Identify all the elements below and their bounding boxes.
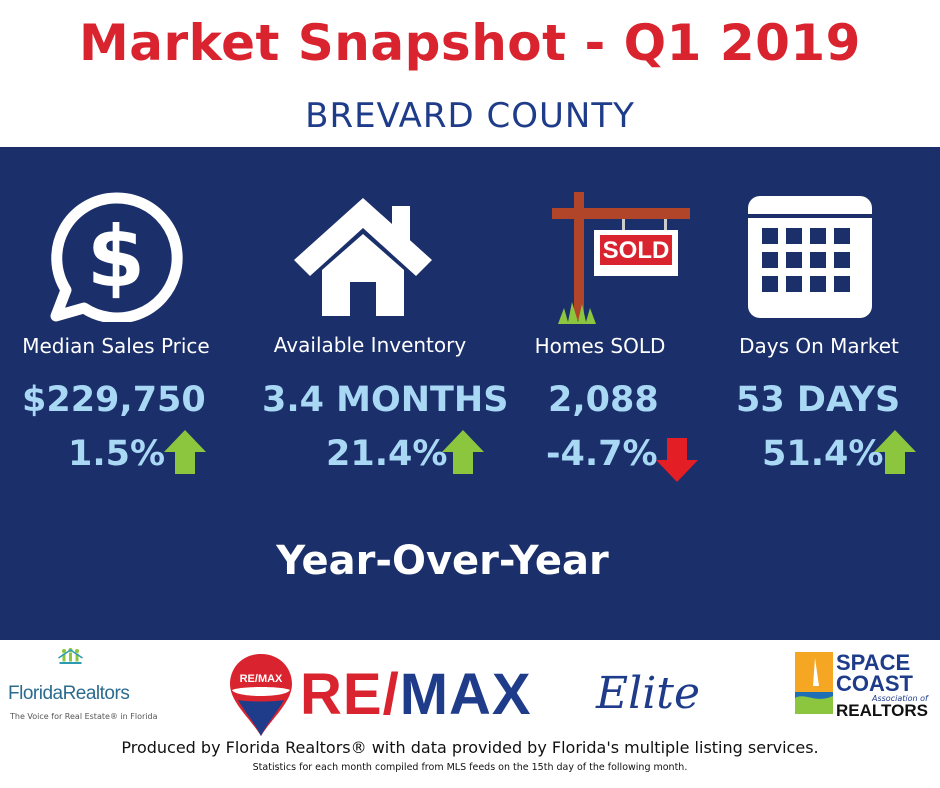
svg-text:$: $ xyxy=(87,208,145,306)
period-label: Year-Over-Year xyxy=(276,538,609,584)
change-available-inventory: 21.4% xyxy=(326,434,448,474)
florida-realtors-tagline: The Voice for Real Estate® in Florida xyxy=(10,712,158,721)
dollar-chat-icon: $ xyxy=(50,192,183,322)
space-coast-line2: COAST xyxy=(836,671,913,696)
arrow-up-icon xyxy=(442,430,484,474)
space-coast-name: SPACE COAST xyxy=(836,650,913,696)
label-homes-sold: Homes SOLD xyxy=(534,334,666,358)
remax-left: RE/ xyxy=(300,662,400,727)
page-subtitle: BREVARD COUNTY xyxy=(305,96,635,136)
florida-realtors-logo-icon xyxy=(58,648,83,664)
florida-realtors-name: FloridaRealtors xyxy=(8,683,130,704)
sold-sign-icon: SOLD xyxy=(552,192,690,324)
remax-wordmark: RE/MAX xyxy=(300,661,532,728)
remax-right: MAX xyxy=(399,662,532,727)
change-median-sales-price: 1.5% xyxy=(68,434,166,474)
value-homes-sold: 2,088 xyxy=(548,380,659,420)
label-days-on-market: Days On Market xyxy=(739,334,899,358)
arrow-down-icon xyxy=(656,438,698,482)
footer-credit: Produced by Florida Realtors® with data … xyxy=(121,738,819,757)
change-days-on-market: 51.4% xyxy=(762,434,884,474)
remax-balloon-icon: RE/MAX xyxy=(230,654,292,736)
space-coast-association: Association of xyxy=(872,694,928,703)
value-days-on-market: 53 DAYS xyxy=(736,380,901,420)
change-homes-sold: -4.7% xyxy=(546,434,658,474)
space-coast-realtors: REALTORS xyxy=(836,701,928,720)
label-available-inventory: Available Inventory xyxy=(273,333,467,357)
elite-wordmark: Elite xyxy=(596,668,700,719)
house-icon xyxy=(294,198,432,316)
space-coast-logo-icon xyxy=(795,652,833,714)
arrow-up-icon xyxy=(874,430,916,474)
value-median-sales-price: $229,750 xyxy=(22,380,206,420)
remax-balloon-text: RE/MAX xyxy=(240,673,283,685)
value-available-inventory: 3.4 MONTHS xyxy=(262,380,509,420)
arrow-up-icon xyxy=(164,430,206,474)
space-coast-line1: SPACE xyxy=(836,650,911,675)
page-title: Market Snapshot - Q1 2019 xyxy=(79,14,861,72)
footer-note: Statistics for each month compiled from … xyxy=(252,762,688,773)
calendar-icon xyxy=(748,196,872,318)
label-median-sales-price: Median Sales Price xyxy=(22,334,210,358)
sold-sign-text: SOLD xyxy=(603,237,670,264)
